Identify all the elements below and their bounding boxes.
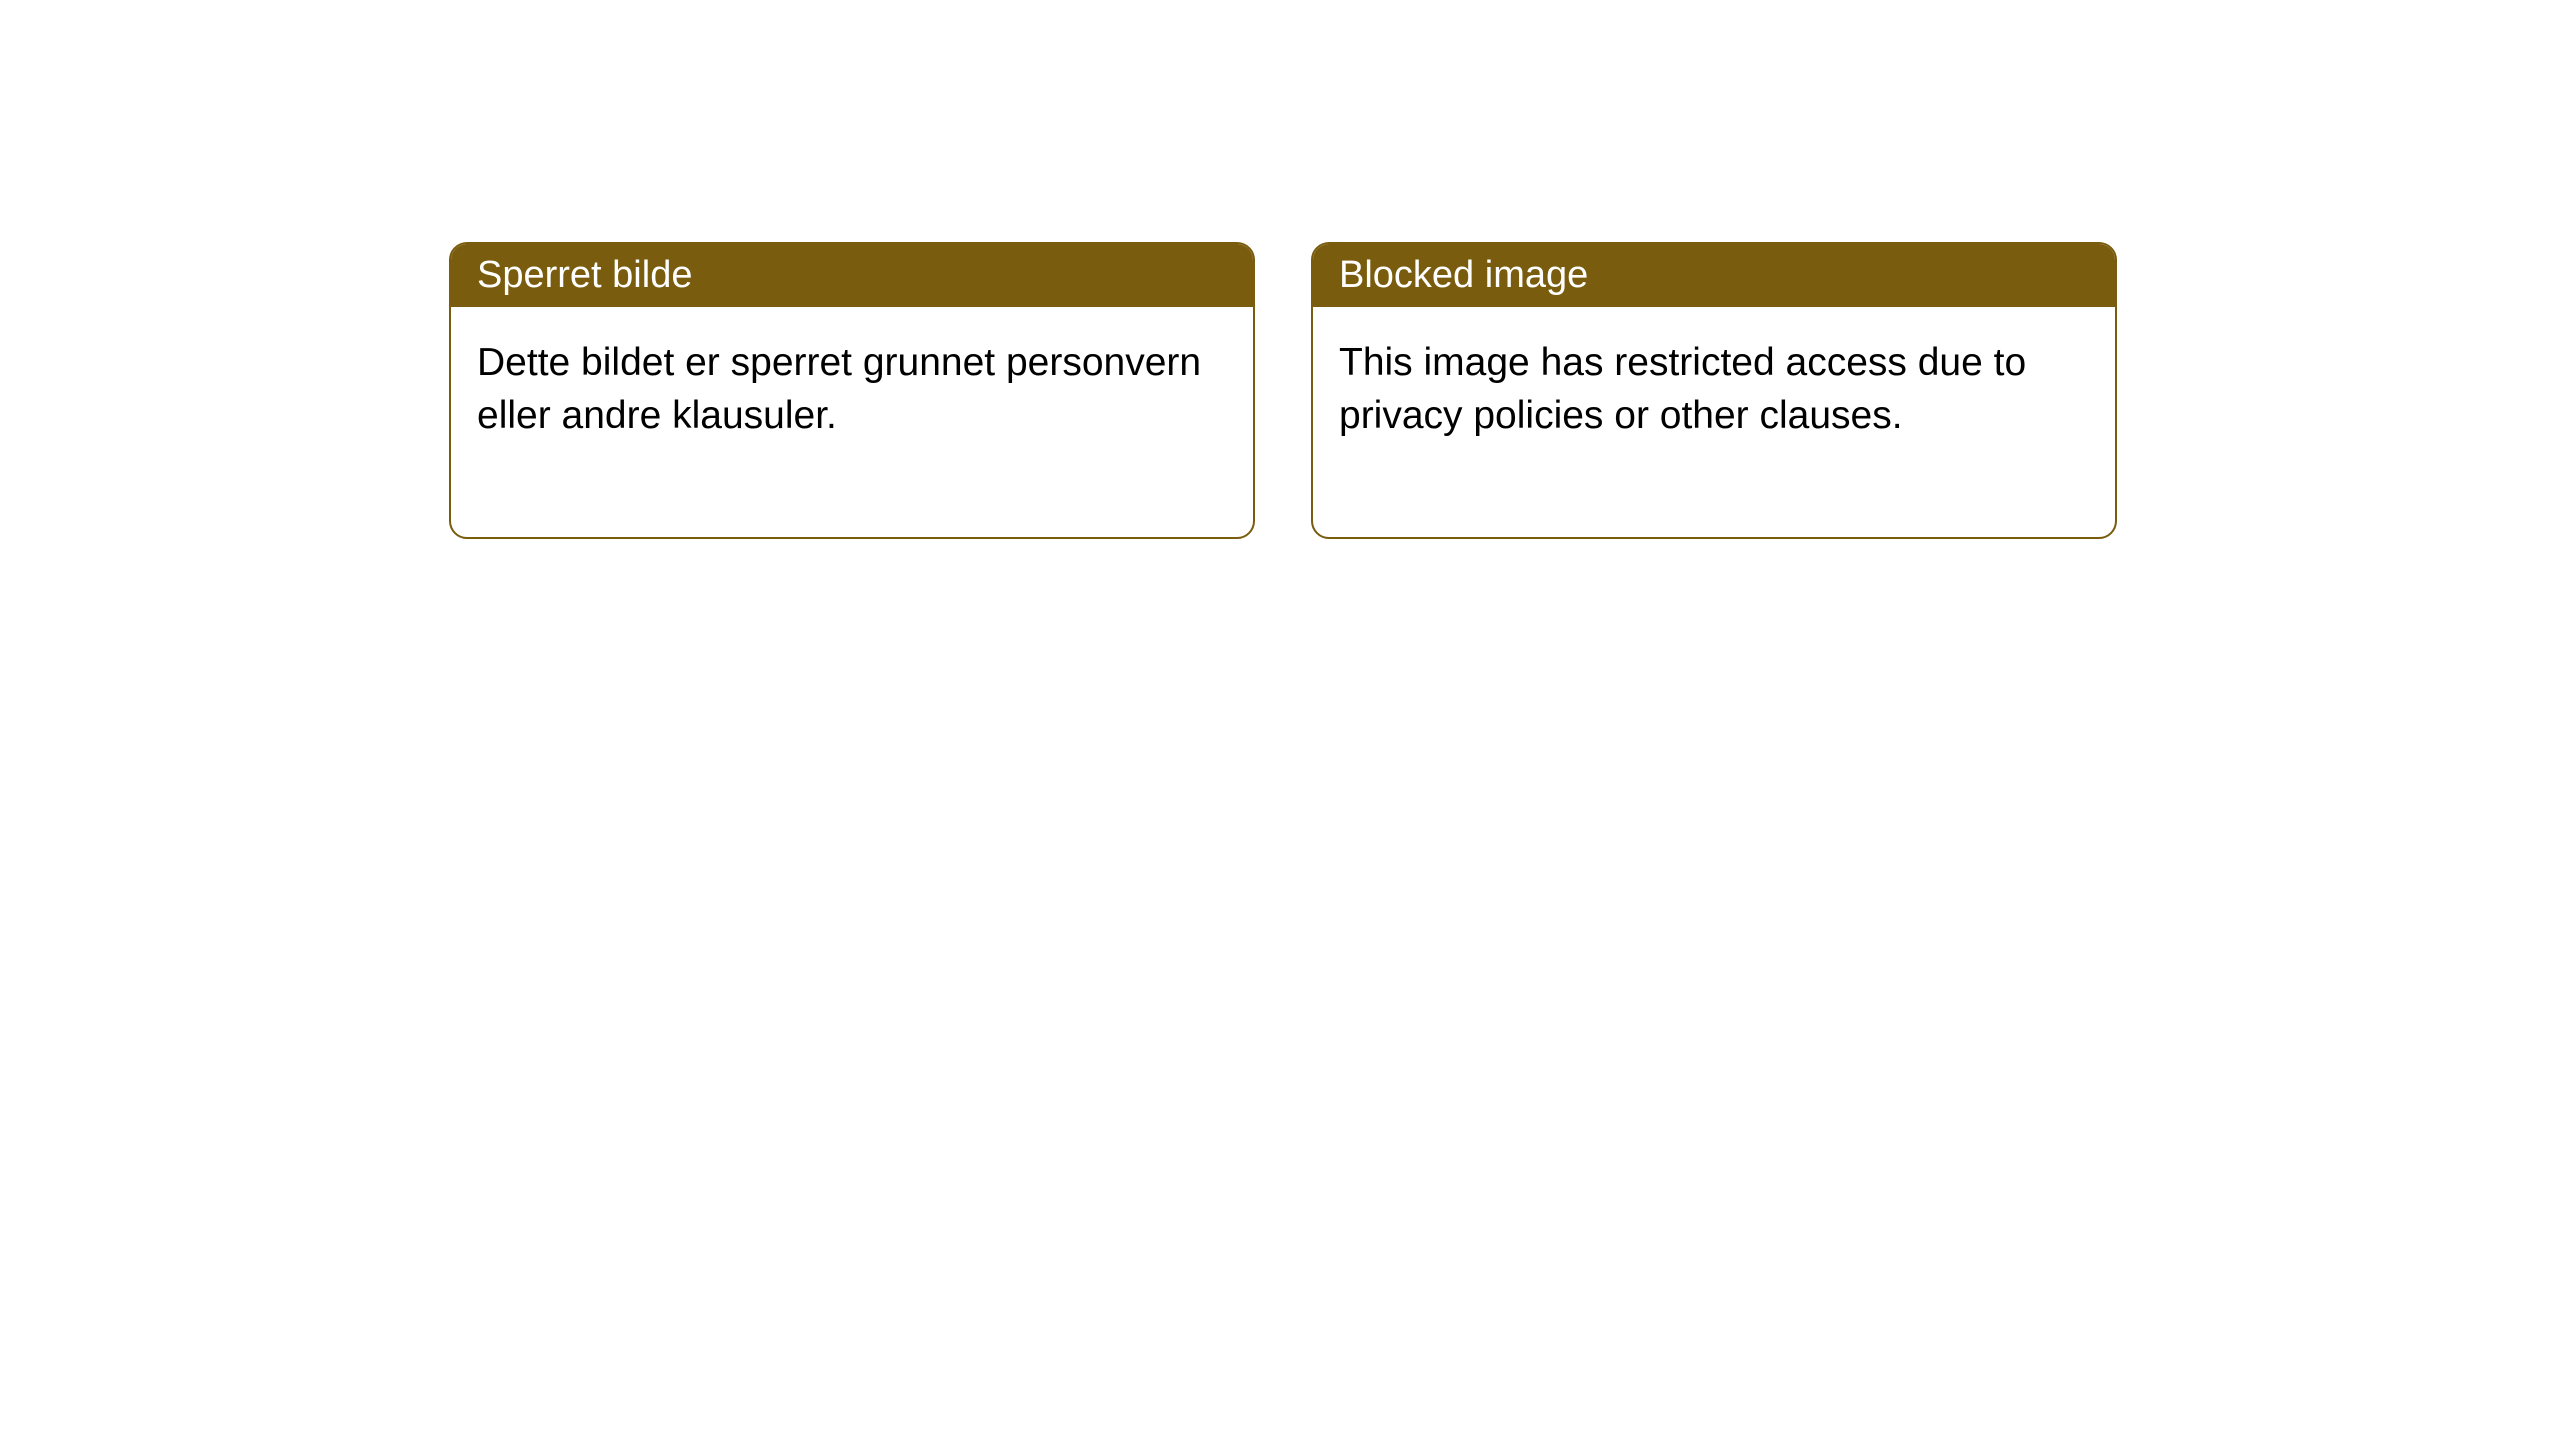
notice-body-english: This image has restricted access due to … xyxy=(1313,307,2115,537)
notice-header-norwegian: Sperret bilde xyxy=(451,244,1253,307)
notice-header-english: Blocked image xyxy=(1313,244,2115,307)
notice-card-norwegian: Sperret bilde Dette bildet er sperret gr… xyxy=(449,242,1255,539)
notice-body-norwegian: Dette bildet er sperret grunnet personve… xyxy=(451,307,1253,537)
notice-card-english: Blocked image This image has restricted … xyxy=(1311,242,2117,539)
notice-container: Sperret bilde Dette bildet er sperret gr… xyxy=(0,0,2560,539)
